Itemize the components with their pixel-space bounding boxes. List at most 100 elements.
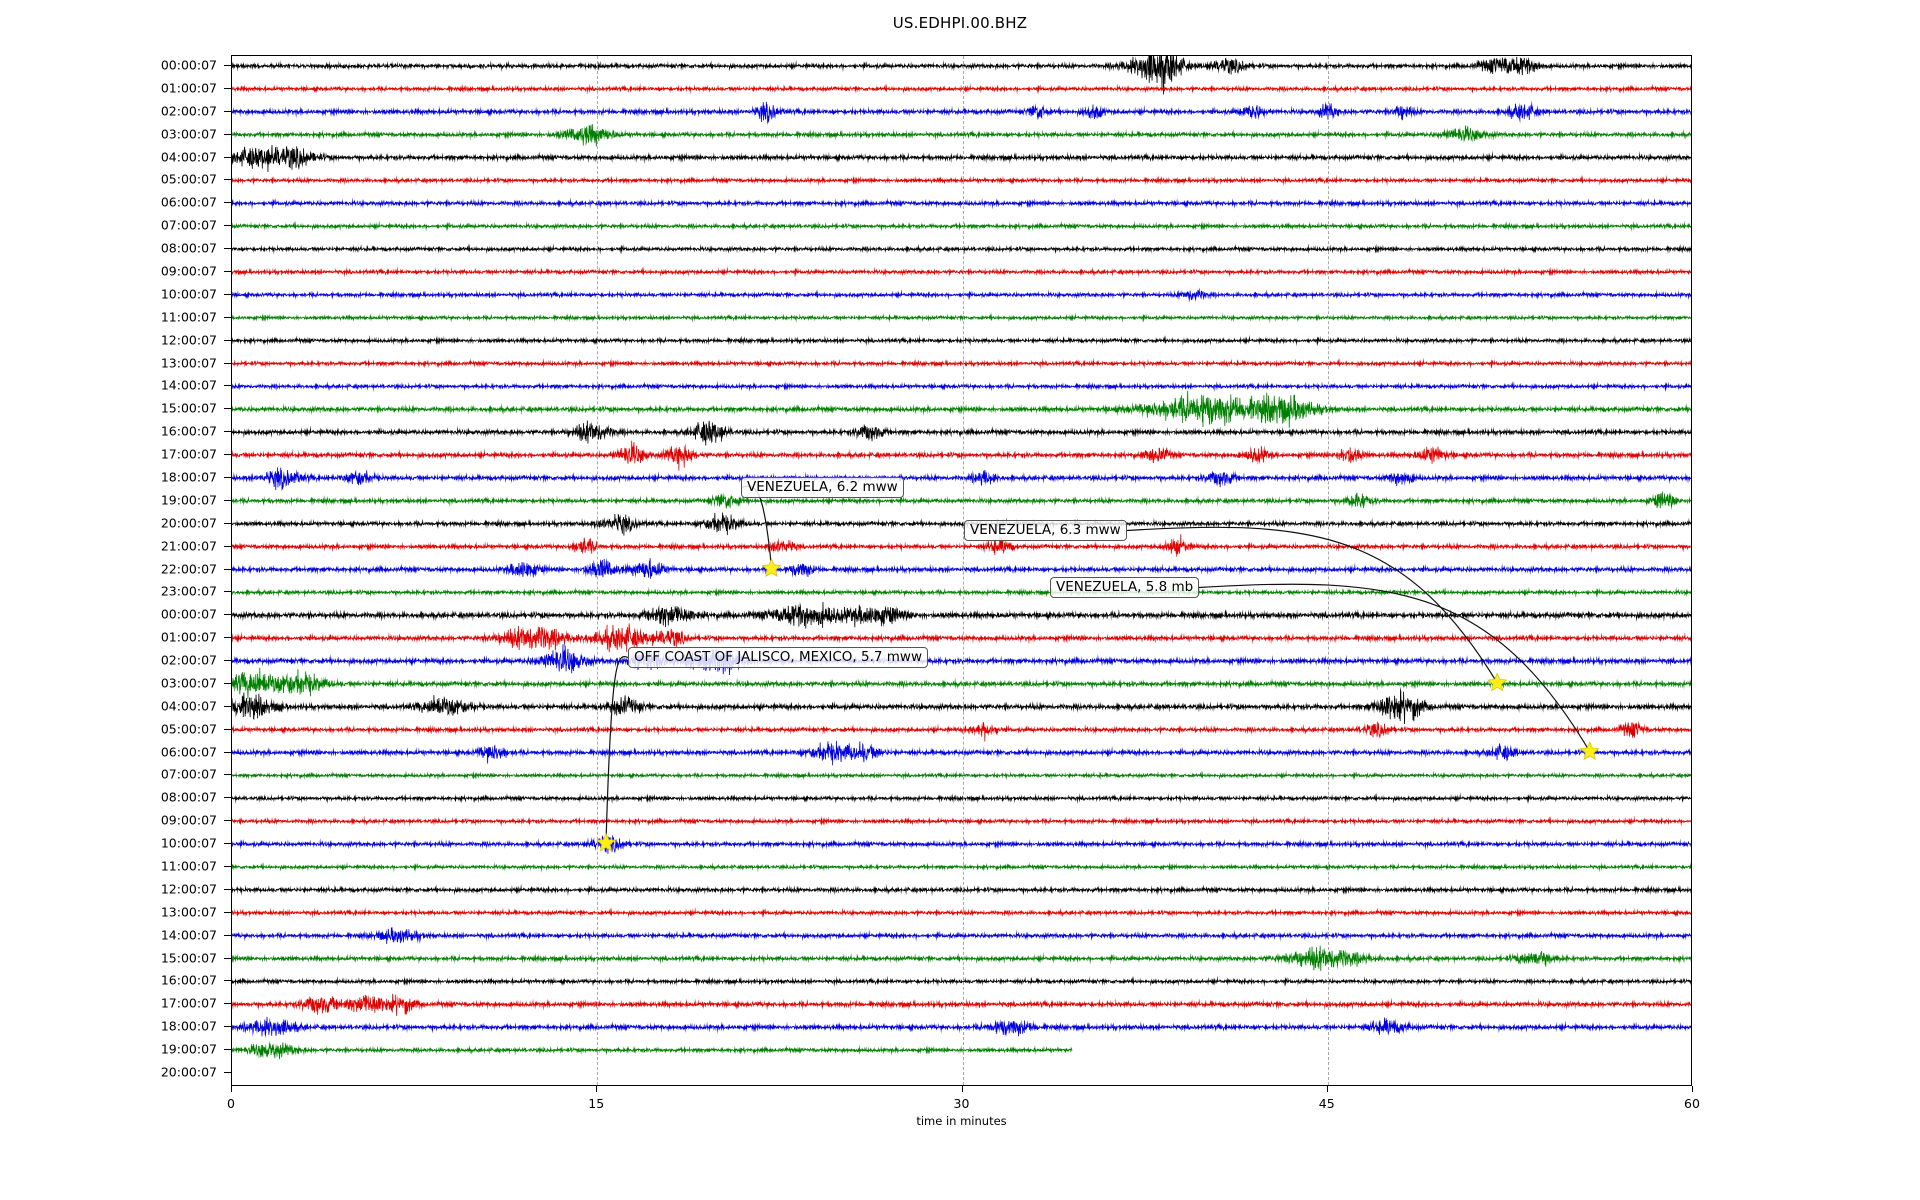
y-tick-mark [224, 705, 231, 707]
y-tick-label: 02:00:07 [160, 652, 217, 668]
y-tick-mark [224, 614, 231, 616]
y-tick-mark [224, 980, 231, 982]
y-tick-label: 14:00:07 [160, 377, 217, 393]
y-tick-label: 03:00:07 [160, 675, 217, 691]
y-tick-label: 01:00:07 [160, 629, 217, 645]
y-tick-mark [224, 316, 231, 318]
y-tick-mark [224, 156, 231, 158]
y-tick-mark [224, 660, 231, 662]
y-tick-mark [224, 362, 231, 364]
y-tick-label: 08:00:07 [160, 240, 217, 256]
y-tick-mark [224, 843, 231, 845]
x-tick-mark [231, 1086, 232, 1092]
y-tick-label: 19:00:07 [160, 1041, 217, 1057]
y-tick-mark [224, 133, 231, 135]
y-tick-label: 14:00:07 [160, 927, 217, 943]
y-tick-label: 09:00:07 [160, 812, 217, 828]
y-tick-label: 23:00:07 [160, 583, 217, 599]
y-tick-mark [224, 248, 231, 250]
y-tick-label: 12:00:07 [160, 881, 217, 897]
y-tick-mark [224, 499, 231, 501]
y-tick-mark [224, 408, 231, 410]
y-tick-label: 10:00:07 [160, 835, 217, 851]
seismogram-traces [232, 56, 1691, 1085]
y-tick-label: 13:00:07 [160, 904, 217, 920]
y-tick-label: 06:00:07 [160, 194, 217, 210]
y-tick-mark [224, 591, 231, 593]
y-tick-mark [224, 545, 231, 547]
x-tick-mark [1692, 1086, 1693, 1092]
y-tick-mark [224, 454, 231, 456]
y-tick-label: 06:00:07 [160, 744, 217, 760]
y-tick-mark [224, 270, 231, 272]
y-tick-mark [224, 87, 231, 89]
y-tick-mark [224, 866, 231, 868]
y-tick-mark [224, 934, 231, 936]
y-tick-mark [224, 110, 231, 112]
y-tick-label: 11:00:07 [160, 858, 217, 874]
y-tick-mark [224, 957, 231, 959]
y-tick-label: 07:00:07 [160, 217, 217, 233]
x-tick-label: 45 [1318, 1096, 1335, 1111]
y-tick-label: 18:00:07 [160, 469, 217, 485]
x-axis-title: time in minutes [916, 1114, 1007, 1128]
y-tick-label: 18:00:07 [160, 1018, 217, 1034]
x-tick-label: 0 [227, 1096, 235, 1111]
y-tick-mark [224, 911, 231, 913]
y-tick-label: 20:00:07 [160, 515, 217, 531]
y-tick-label: 00:00:07 [160, 57, 217, 73]
y-tick-label: 09:00:07 [160, 263, 217, 279]
y-tick-label: 16:00:07 [160, 972, 217, 988]
y-tick-label: 04:00:07 [160, 698, 217, 714]
y-tick-mark [224, 339, 231, 341]
y-tick-label: 00:00:07 [160, 606, 217, 622]
y-tick-mark [224, 65, 231, 66]
y-tick-mark [224, 293, 231, 295]
y-tick-label: 01:00:07 [160, 80, 217, 96]
plot-title: US.EDHPI.00.BHZ [892, 14, 1028, 32]
x-tick-label: 60 [1684, 1096, 1700, 1111]
y-tick-mark [224, 820, 231, 822]
y-tick-mark [224, 568, 231, 570]
trace-canvas-wrapper [232, 56, 1691, 1085]
y-tick-label: 19:00:07 [160, 492, 217, 508]
y-tick-mark [224, 522, 231, 524]
gridline-x-45 [1327, 56, 1329, 1085]
y-tick-label: 03:00:07 [160, 126, 217, 142]
y-tick-mark [224, 797, 231, 799]
y-tick-label: 20:00:07 [160, 1064, 217, 1080]
y-tick-label: 15:00:07 [160, 950, 217, 966]
y-tick-mark [224, 179, 231, 181]
y-tick-mark [224, 385, 231, 387]
y-tick-mark [224, 1003, 231, 1005]
y-tick-mark [224, 1049, 231, 1051]
y-tick-label: 16:00:07 [160, 423, 217, 439]
y-tick-mark [224, 637, 231, 639]
y-tick-label: 15:00:07 [160, 400, 217, 416]
x-tick-label: 15 [588, 1096, 605, 1111]
x-tick-label: 30 [953, 1096, 970, 1111]
y-tick-label: 05:00:07 [160, 721, 217, 737]
y-tick-label: 21:00:07 [160, 538, 217, 554]
x-tick-mark [961, 1086, 963, 1092]
gridline-x-15 [597, 56, 599, 1085]
y-tick-mark [224, 202, 231, 204]
plot-area [231, 55, 1692, 1086]
y-tick-mark [224, 1072, 231, 1073]
y-tick-label: 04:00:07 [160, 149, 217, 165]
gridline-x-30 [962, 56, 964, 1085]
x-tick-mark [596, 1086, 598, 1092]
y-tick-mark [224, 1026, 231, 1028]
y-tick-mark [224, 682, 231, 684]
y-tick-label: 07:00:07 [160, 766, 217, 782]
y-tick-label: 02:00:07 [160, 103, 217, 119]
y-tick-label: 11:00:07 [160, 309, 217, 325]
y-tick-label: 13:00:07 [160, 355, 217, 371]
y-tick-mark [224, 476, 231, 478]
y-tick-mark [224, 888, 231, 890]
y-tick-mark [224, 728, 231, 730]
y-tick-mark [224, 774, 231, 776]
y-tick-label: 22:00:07 [160, 561, 217, 576]
y-tick-mark [224, 431, 231, 433]
